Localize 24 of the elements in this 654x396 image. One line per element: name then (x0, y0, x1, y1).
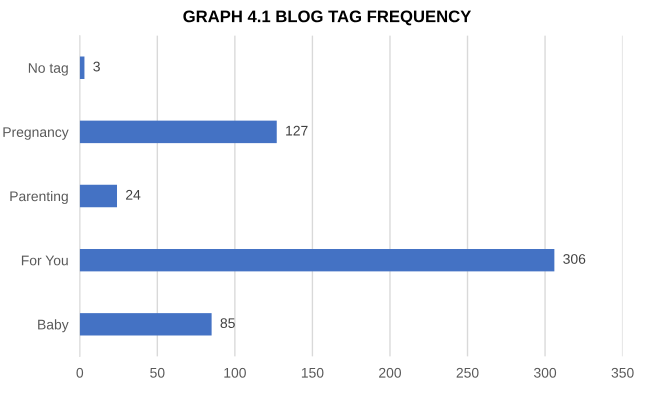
data-label: 3 (93, 62, 100, 72)
data-label: 24 (126, 190, 140, 200)
y-tick-label: Baby (38, 319, 69, 332)
y-tick-label: Pregnancy (3, 127, 69, 140)
x-tick-label: 0 (76, 368, 84, 378)
x-tick-label: 350 (612, 368, 634, 378)
x-tick-label: 50 (150, 368, 165, 378)
x-tick-label: 200 (379, 368, 402, 378)
y-tick-label: For You (22, 256, 68, 266)
chart-title: GRAPH 4.1 BLOG TAG FREQUENCY (183, 10, 472, 26)
bar (80, 184, 118, 208)
x-tick-label: 300 (534, 368, 556, 378)
data-label: 306 (563, 254, 586, 264)
data-label: 85 (220, 318, 235, 328)
bar (80, 248, 554, 272)
bar (80, 120, 277, 144)
data-label: 127 (286, 126, 308, 136)
bar (80, 56, 84, 79)
x-tick-label: 100 (224, 368, 246, 378)
x-tick-label: 150 (302, 368, 324, 378)
y-tick-label: Parenting (10, 190, 68, 204)
x-tick-label: 250 (456, 368, 479, 378)
bar (80, 313, 212, 336)
y-tick-label: No tag (28, 63, 68, 76)
